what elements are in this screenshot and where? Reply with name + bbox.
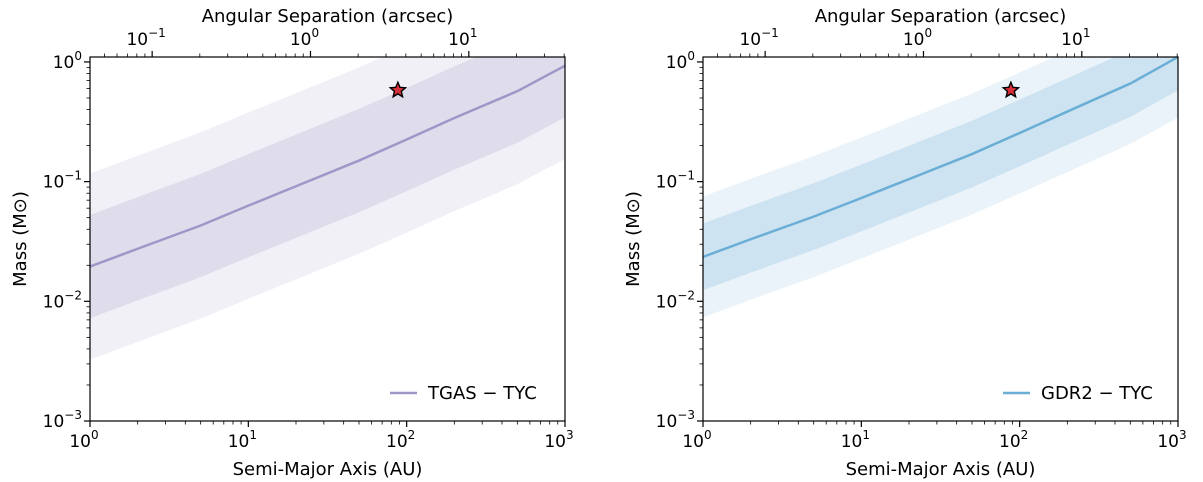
y-axis-label: Mass (M⊙)	[10, 191, 31, 287]
y-tick-label: 10−1	[43, 169, 82, 193]
plot-area	[703, 57, 1178, 318]
star-marker	[1001, 80, 1021, 99]
y-tick-label: 100	[666, 49, 695, 73]
x-tick-label: 103	[1157, 428, 1186, 452]
y-tick-label: 10−2	[656, 288, 695, 312]
series-line-1	[703, 57, 1178, 259]
y-tick-label: 10−2	[43, 288, 82, 312]
top-tick-label: 100	[903, 26, 932, 50]
top-axis-label: Angular Separation (arcsec)	[202, 6, 454, 27]
band-2sigma	[90, 57, 565, 360]
x-tick-label: 101	[841, 428, 870, 452]
band-2sigma	[703, 57, 1178, 318]
top-tick-label: 100	[290, 26, 319, 50]
chart-panel-2: 100 101 102 103 10−3 10−2 10−1 100 10−1 100 101 Sem…	[623, 6, 1187, 480]
x-axis-label: Semi-Major Axis (AU)	[846, 459, 1036, 480]
y-tick-label: 10−3	[43, 408, 82, 432]
top-axis-label: Angular Separation (arcsec)	[815, 6, 1067, 27]
band-1sigma	[703, 57, 1178, 291]
axes-frame	[702, 56, 1179, 422]
top-tick-label: 101	[1061, 26, 1090, 50]
plot-area	[90, 57, 565, 360]
top-tick-label: 101	[448, 26, 477, 50]
top-tick-label: 10−1	[126, 26, 165, 50]
axes-frame	[89, 56, 566, 422]
x-axis-label: Semi-Major Axis (AU)	[233, 459, 423, 480]
legend-label: TGAS − TYC	[427, 383, 537, 404]
top-tick-label: 10−1	[739, 26, 778, 50]
y-tick-label: 100	[53, 49, 82, 73]
x-tick-label: 102	[386, 428, 415, 452]
y-axis-label: Mass (M⊙)	[623, 191, 644, 287]
y-tick-label: 10−1	[656, 169, 695, 193]
legend-label: GDR2 − TYC	[1041, 383, 1153, 404]
x-tick-label: 100	[682, 428, 711, 452]
chart-panel-1: 100 101 102 103 10−3 10−2 10−1 100 10−1 100 101 Sem…	[10, 6, 574, 480]
legend: TGAS − TYC	[390, 383, 537, 404]
legend: GDR2 − TYC	[1003, 383, 1153, 404]
x-tick-label: 100	[69, 428, 98, 452]
x-tick-label: 102	[999, 428, 1028, 452]
x-tick-label: 103	[544, 428, 573, 452]
star-marker	[388, 80, 408, 99]
x-tick-label: 101	[228, 428, 257, 452]
y-tick-label: 10−3	[656, 408, 695, 432]
series-line-1	[90, 64, 565, 268]
